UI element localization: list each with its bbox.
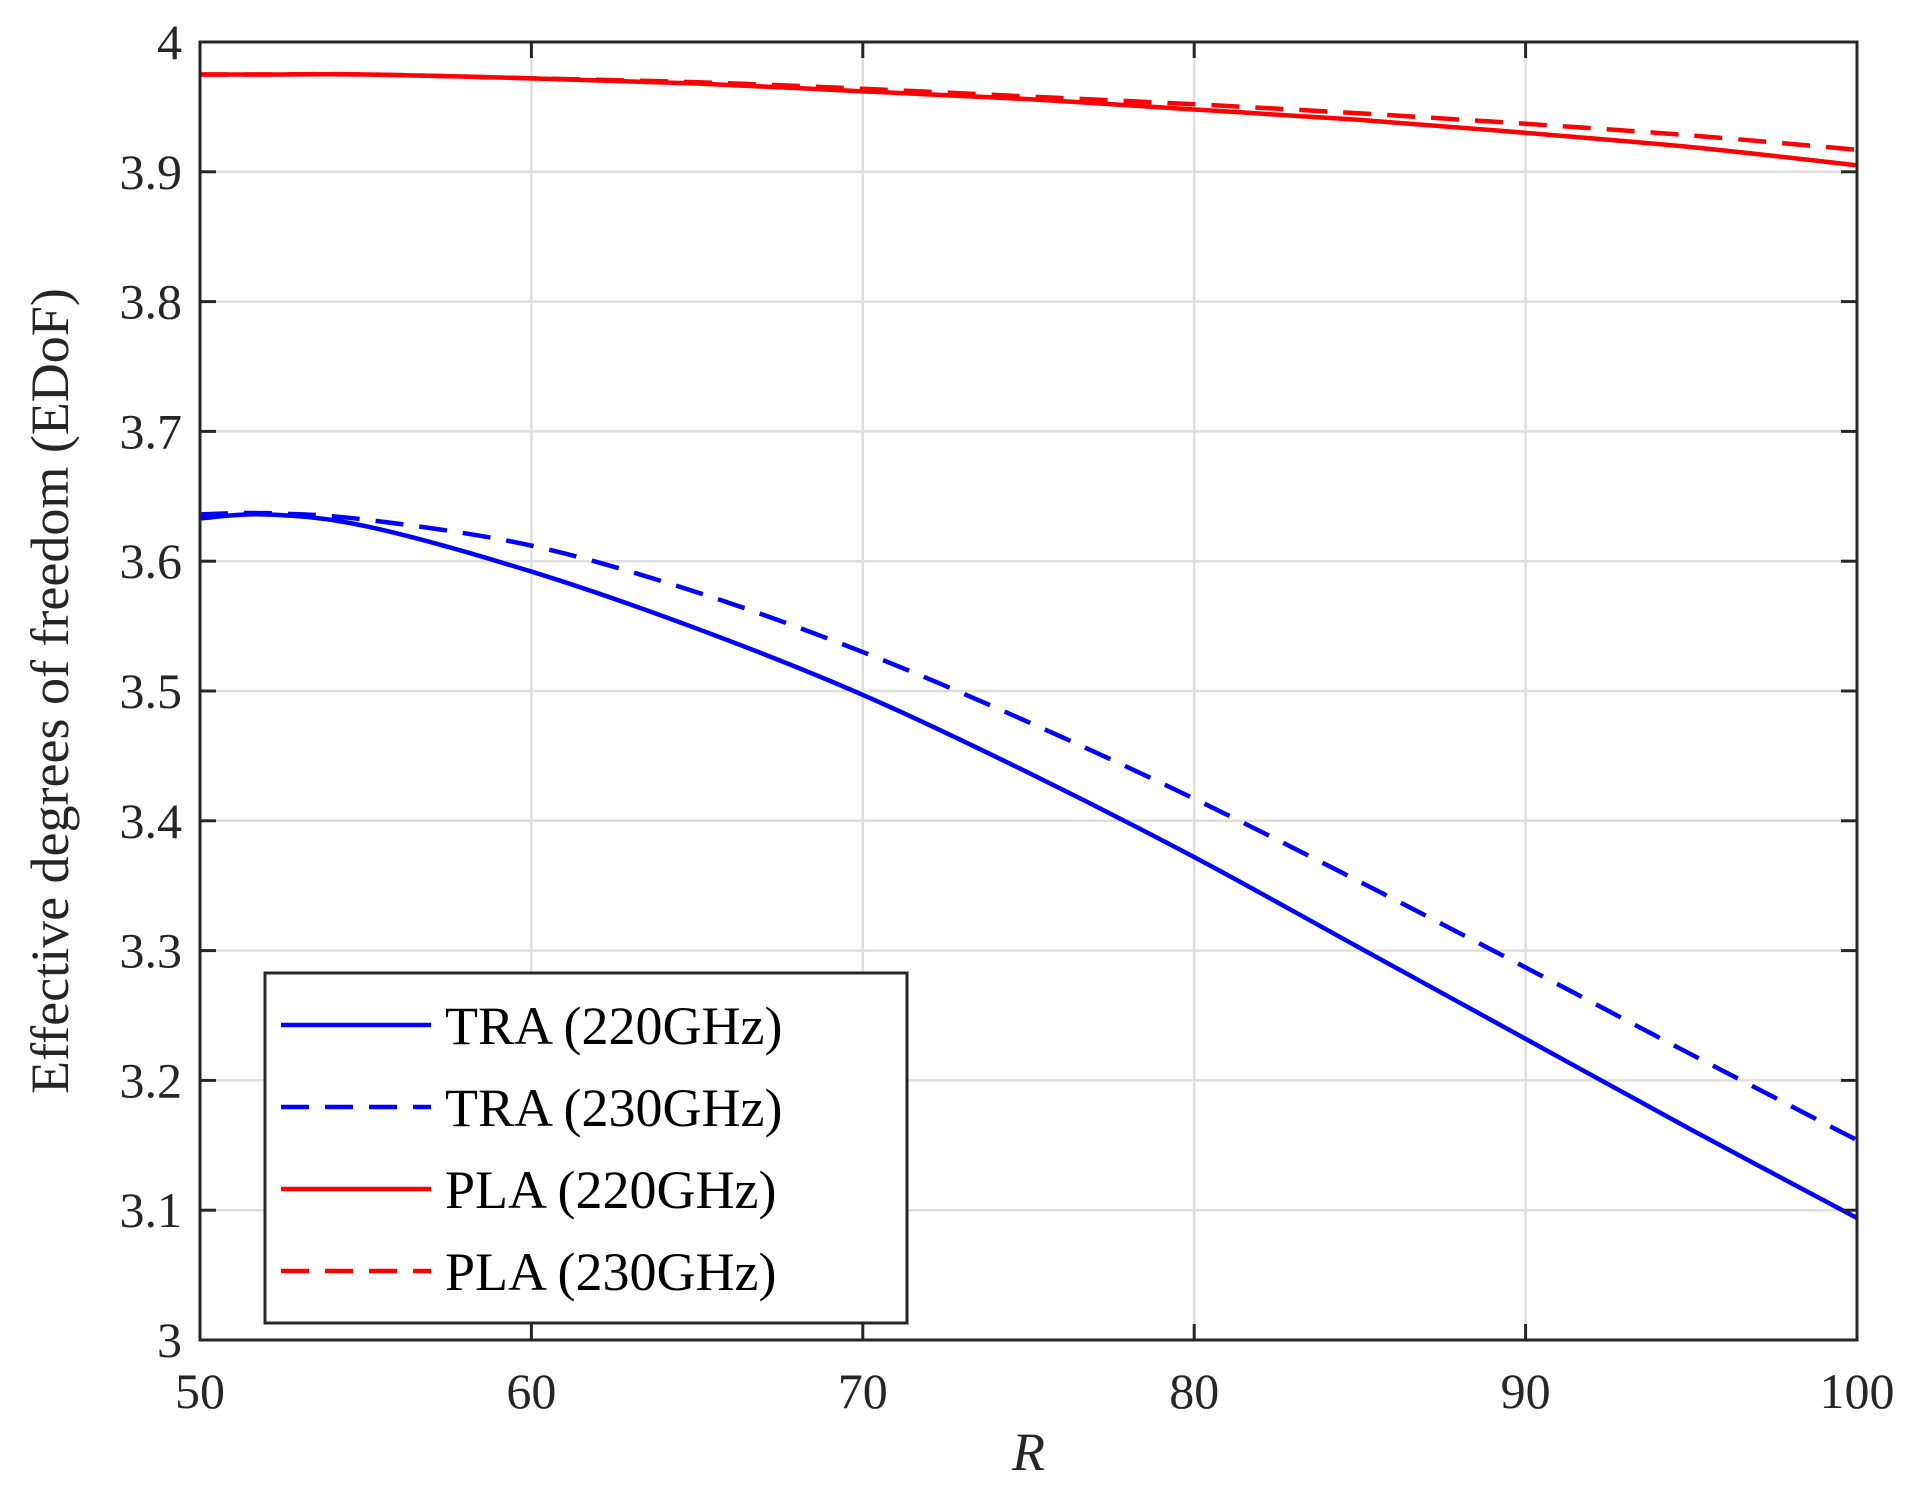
x-tick-label: 100 — [1820, 1363, 1895, 1419]
legend-label: PLA (220GHz) — [445, 1160, 776, 1220]
legend-label: PLA (230GHz) — [445, 1242, 776, 1302]
y-tick-label: 3.9 — [120, 144, 183, 200]
series-lines — [199, 71, 1859, 1220]
x-tick-label: 50 — [175, 1363, 225, 1419]
y-axis-title: Effective degrees of freedom (EDoF) — [20, 288, 80, 1094]
y-tick-label: 3 — [157, 1312, 182, 1368]
y-tick-label: 3.8 — [120, 274, 183, 330]
series-line-tra-230ghz — [199, 510, 1859, 1143]
legend-label: TRA (220GHz) — [445, 996, 782, 1056]
y-tick-label: 3.4 — [120, 793, 183, 849]
axis-ticks — [198, 40, 1859, 1342]
y-tick-label: 3.7 — [120, 403, 183, 459]
x-tick-label: 70 — [838, 1363, 888, 1419]
x-tick-label: 60 — [506, 1363, 556, 1419]
x-tick-label: 90 — [1501, 1363, 1551, 1419]
legend-box — [263, 971, 909, 1325]
series-line-pla-230ghz — [200, 71, 1858, 152]
y-tick-label: 3.1 — [120, 1182, 183, 1238]
y-tick-label: 4 — [157, 14, 182, 70]
x-axis-title: R — [1011, 1422, 1045, 1482]
legend-label: TRA (230GHz) — [445, 1078, 782, 1138]
y-tick-label: 3.5 — [120, 663, 183, 719]
y-tick-label: 3.2 — [120, 1052, 183, 1108]
x-tick-label: 80 — [1169, 1363, 1219, 1419]
series-line-tra-220ghz — [199, 511, 1859, 1220]
legend: TRA (220GHz) TRA (230GHz) PLA (220GHz) PLA … — [263, 971, 909, 1325]
tick-labels: 50 60 70 80 90 100 3 3.1 3.2 3.3 3.4 3.5 3.6 3.7 3.8 3.… — [120, 14, 1895, 1419]
y-tick-label: 3.3 — [120, 923, 183, 979]
y-tick-label: 3.6 — [120, 533, 183, 589]
